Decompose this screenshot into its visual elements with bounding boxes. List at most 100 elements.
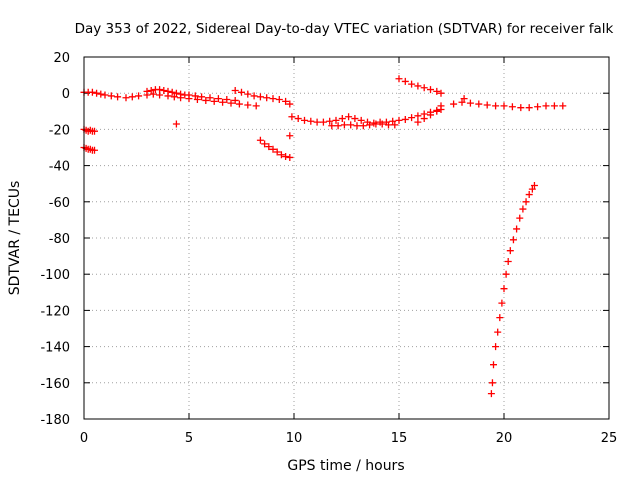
data-point — [513, 225, 521, 233]
data-point — [93, 89, 101, 97]
data-point — [170, 93, 178, 101]
data-point — [223, 96, 231, 104]
data-point — [433, 87, 441, 95]
data-point — [206, 94, 214, 102]
data-point — [193, 96, 201, 104]
data-point — [340, 121, 348, 129]
data-point — [508, 103, 516, 111]
data-point — [351, 115, 359, 123]
data-point — [522, 198, 530, 206]
data-point — [458, 98, 466, 106]
data-point — [475, 100, 483, 108]
data-point — [244, 101, 252, 109]
plot-frame — [83, 56, 610, 420]
data-point — [500, 102, 508, 110]
data-point — [88, 88, 96, 96]
data-point — [332, 116, 340, 124]
data-point — [391, 121, 399, 129]
data-point — [395, 75, 403, 83]
data-point — [389, 117, 397, 125]
data-point — [395, 116, 403, 124]
x-tick-label: 25 — [601, 431, 618, 446]
data-point — [326, 117, 334, 125]
y-tick-label: -80 — [49, 232, 70, 247]
data-point — [256, 93, 264, 101]
data-point — [319, 118, 327, 126]
data-point — [437, 89, 445, 97]
data-point — [492, 102, 500, 110]
data-point — [519, 205, 527, 213]
data-point — [164, 87, 172, 95]
data-point — [334, 122, 342, 130]
y-tick-label: 20 — [53, 51, 70, 66]
data-point — [227, 99, 235, 107]
data-point — [286, 132, 294, 140]
data-point — [433, 107, 441, 115]
y-tick-label: -60 — [49, 196, 70, 211]
data-point — [172, 120, 180, 128]
data-point — [149, 90, 157, 98]
y-tick-label: -40 — [49, 160, 70, 175]
data-point — [500, 285, 508, 293]
data-points — [80, 75, 567, 398]
data-point — [502, 270, 510, 278]
data-point — [528, 185, 536, 193]
data-point — [128, 93, 136, 101]
x-tick-label: 5 — [185, 431, 193, 446]
data-point — [122, 94, 130, 102]
data-point — [231, 96, 239, 104]
data-point — [534, 103, 542, 111]
data-point — [160, 86, 168, 94]
data-point — [378, 120, 386, 128]
data-point — [437, 102, 445, 110]
data-point — [202, 96, 210, 104]
data-point — [172, 89, 180, 97]
data-point — [101, 91, 109, 99]
x-tick-label: 0 — [80, 431, 88, 446]
data-point — [286, 153, 294, 161]
y-tick-label: 0 — [62, 87, 70, 102]
data-point — [516, 214, 524, 222]
data-point — [490, 361, 497, 369]
data-point — [401, 77, 409, 85]
data-point — [525, 191, 533, 199]
data-point — [282, 97, 290, 105]
data-point — [492, 343, 500, 351]
data-point — [420, 115, 428, 123]
data-point — [263, 94, 271, 102]
data-point — [250, 92, 258, 100]
data-point — [359, 122, 367, 130]
data-point — [408, 114, 416, 122]
data-point — [114, 93, 122, 101]
data-point — [156, 86, 164, 94]
y-tick-label: -180 — [40, 413, 70, 428]
data-point — [269, 145, 277, 153]
data-point — [420, 84, 428, 92]
data-point — [286, 100, 294, 108]
data-point — [313, 118, 321, 126]
data-point — [244, 90, 252, 98]
data-point — [504, 258, 512, 266]
data-point — [338, 115, 346, 123]
y-tick-label: -120 — [40, 304, 70, 319]
data-point — [135, 92, 143, 100]
data-point — [328, 122, 336, 130]
data-point — [269, 95, 277, 103]
data-point — [414, 82, 422, 90]
data-point — [450, 100, 458, 108]
data-point — [488, 379, 496, 387]
data-point — [177, 90, 185, 98]
data-point — [185, 91, 193, 99]
data-point — [427, 111, 434, 119]
data-point — [372, 120, 380, 128]
y-tick-label: -100 — [40, 268, 70, 283]
data-point — [506, 247, 514, 255]
data-point — [275, 96, 283, 104]
data-point — [219, 98, 227, 106]
data-point — [282, 153, 290, 161]
data-point — [487, 390, 495, 398]
axis-ticks: 0 5 10 15 20 25 20 0 -20 -40 -60 -80 -100 -120 -140 -16… — [40, 51, 617, 446]
x-axis-label: GPS time / hours — [287, 458, 404, 474]
data-point — [238, 88, 245, 96]
